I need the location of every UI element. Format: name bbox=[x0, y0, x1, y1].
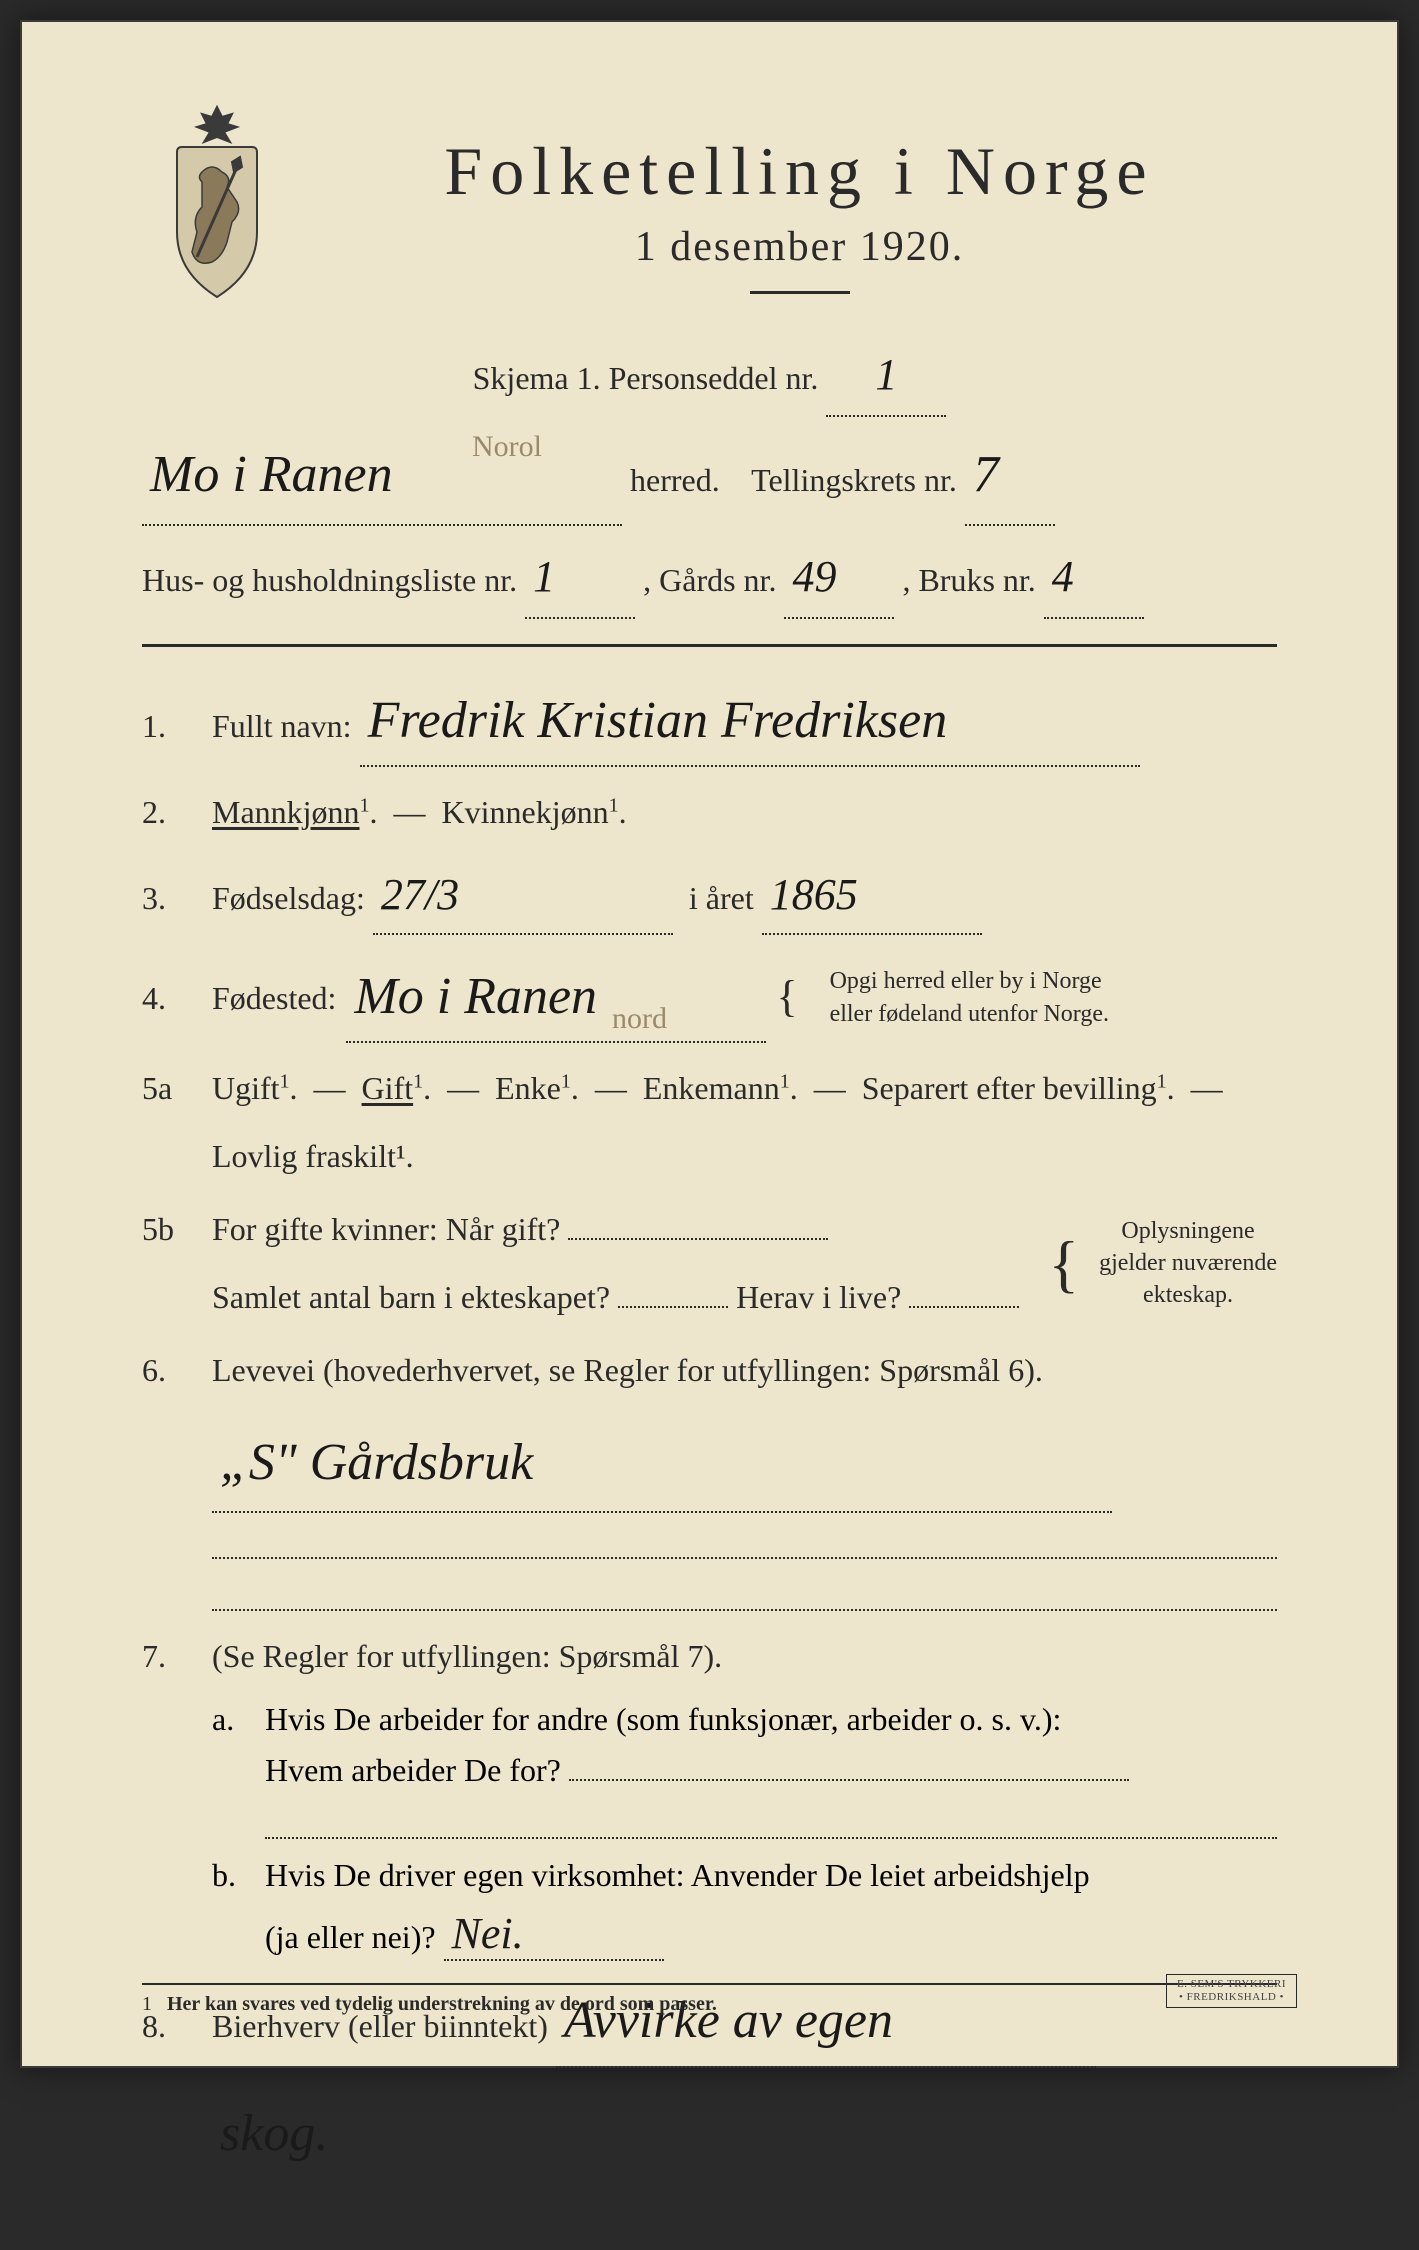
q6-blank-1 bbox=[212, 1525, 1277, 1559]
q6-value-line: „S" Gårdsbruk bbox=[212, 1415, 1277, 1513]
q5b-note: Oplysningene gjelder nuværende ekteskap. bbox=[1099, 1215, 1277, 1312]
herred-label: herred. bbox=[630, 462, 720, 498]
q7a: a. Hvis De arbeider for andre (som funks… bbox=[212, 1701, 1277, 1789]
q3-label: Fødselsdag: bbox=[212, 880, 365, 916]
q7-num: 7. bbox=[142, 1638, 192, 1675]
bruks-label: , Bruks nr. bbox=[902, 562, 1035, 598]
stamp-l2: • FREDRIKSHALD • bbox=[1179, 1991, 1284, 2003]
q4-note-l1: Opgi herred eller by i Norge bbox=[830, 968, 1102, 994]
q5b-l1: For gifte kvinner: Når gift? bbox=[212, 1211, 560, 1247]
q1-value: Fredrik Kristian Fredriksen bbox=[368, 692, 948, 749]
herred-line: Mo i Ranen Norol herred. Tellingskrets n… bbox=[142, 427, 1277, 525]
q5a-opts: Ugift1. — Gift1. — Enke1. — Enkemann1. —… bbox=[212, 1070, 1223, 1106]
gards-label: , Gårds nr. bbox=[643, 562, 776, 598]
footnote-text: Her kan svares ved tydelig understreknin… bbox=[167, 1993, 717, 2015]
census-form-page: Folketelling i Norge 1 desember 1920. Sk… bbox=[20, 20, 1399, 2068]
skjema-label: Skjema 1. Personseddel nr. bbox=[473, 360, 819, 396]
personseddel-nr: 1 bbox=[875, 350, 897, 399]
q5a-cont: Lovlig fraskilt¹. bbox=[212, 1129, 1277, 1183]
q5b-l2b: Herav i live? bbox=[736, 1279, 901, 1315]
q2-num: 2. bbox=[142, 794, 192, 831]
q1-num: 1. bbox=[142, 708, 192, 745]
pencil-note-2: nord bbox=[612, 993, 667, 1044]
q5a-num: 5a bbox=[142, 1070, 192, 1107]
subtitle: 1 desember 1920. bbox=[322, 223, 1277, 271]
q5b-num: 5b bbox=[142, 1211, 192, 1248]
q4-note-l2: eller fødeland utenfor Norge. bbox=[830, 1001, 1109, 1027]
q7b-text1: Hvis De driver egen virksomhet: Anvender… bbox=[265, 1857, 1277, 1894]
title-block: Folketelling i Norge 1 desember 1920. bbox=[322, 102, 1277, 324]
skjema-line: Skjema 1. Personseddel nr. 1 bbox=[142, 334, 1277, 417]
q4-label: Fødested: bbox=[212, 971, 336, 1025]
q3-num: 3. bbox=[142, 880, 192, 917]
q7a-text2: Hvem arbeider De for? bbox=[265, 1752, 561, 1788]
q4: 4. Fødested: Mo i Ranen { Opgi herred el… bbox=[142, 953, 1277, 1043]
q7b-letter: b. bbox=[212, 1857, 247, 1961]
q4-value: Mo i Ranen bbox=[354, 968, 597, 1025]
q8-line2: skog. bbox=[212, 2086, 1277, 2184]
footnote-marker: 1 bbox=[142, 1993, 152, 2015]
q7b-text2: (ja eller nei)? bbox=[265, 1919, 436, 1955]
q3-year-label: i året bbox=[689, 880, 754, 916]
stamp-l1: E. SEM'S TRYKKERI bbox=[1177, 1978, 1286, 1990]
q7b: b. Hvis De driver egen virksomhet: Anven… bbox=[212, 1857, 1277, 1961]
q3-year: 1865 bbox=[770, 870, 858, 919]
title-divider bbox=[750, 291, 850, 294]
herred-name: Mo i Ranen bbox=[150, 446, 393, 503]
q2-kvinne: Kvinnekjønn bbox=[442, 794, 609, 830]
hus-nr: 1 bbox=[533, 552, 555, 601]
q5a: 5a Ugift1. — Gift1. — Enke1. — Enkemann1… bbox=[142, 1061, 1277, 1184]
pencil-note-1: Norol bbox=[472, 419, 542, 475]
printer-stamp: E. SEM'S TRYKKERI • FREDRIKSHALD • bbox=[1166, 1974, 1297, 2008]
q7a-text1: Hvis De arbeider for andre (som funksjon… bbox=[265, 1701, 1277, 1738]
q6-label: Levevei (hovederhvervet, se Regler for u… bbox=[212, 1352, 1043, 1388]
q1: 1. Fullt navn: Fredrik Kristian Fredriks… bbox=[142, 677, 1277, 767]
q7: 7. (Se Regler for utfyllingen: Spørsmål … bbox=[142, 1629, 1277, 1683]
q3-day: 27/3 bbox=[381, 870, 459, 919]
q6-value: „S" Gårdsbruk bbox=[220, 1434, 533, 1491]
q7-label: (Se Regler for utfyllingen: Spørsmål 7). bbox=[212, 1638, 722, 1674]
hus-label: Hus- og husholdningsliste nr. bbox=[142, 562, 517, 598]
section-divider bbox=[142, 644, 1277, 647]
q7a-letter: a. bbox=[212, 1701, 247, 1789]
footnote: 1 Her kan svares ved tydelig understrekn… bbox=[142, 1983, 1277, 2016]
q2: 2. Mannkjønn1. — Kvinnekjønn1. bbox=[142, 785, 1277, 839]
q8-value2: skog. bbox=[220, 2105, 328, 2162]
q6-blank-2 bbox=[212, 1577, 1277, 1611]
q7b-value: Nei. bbox=[452, 1909, 524, 1958]
coat-of-arms-icon bbox=[142, 102, 292, 302]
q6-num: 6. bbox=[142, 1352, 192, 1389]
q7a-blank bbox=[265, 1805, 1277, 1839]
header: Folketelling i Norge 1 desember 1920. bbox=[142, 102, 1277, 324]
hus-line: Hus- og husholdningsliste nr. 1 , Gårds … bbox=[142, 536, 1277, 619]
bruks-nr: 4 bbox=[1052, 552, 1074, 601]
q4-note: Opgi herred eller by i Norge eller fødel… bbox=[818, 965, 1109, 1030]
q6: 6. Levevei (hovederhvervet, se Regler fo… bbox=[142, 1343, 1277, 1397]
q5b-l2a: Samlet antal barn i ekteskapet? bbox=[212, 1279, 610, 1315]
q5b-note-l1: Oplysningene bbox=[1121, 1218, 1254, 1244]
main-title: Folketelling i Norge bbox=[322, 132, 1277, 211]
gards-nr: 49 bbox=[792, 552, 836, 601]
q4-num: 4. bbox=[142, 980, 192, 1017]
q1-label: Fullt navn: bbox=[212, 708, 352, 744]
q3: 3. Fødselsdag: 27/3 i året 1865 bbox=[142, 858, 1277, 935]
tellingskrets-nr: 7 bbox=[973, 446, 999, 503]
q2-mann: Mannkjønn bbox=[212, 794, 360, 830]
tellingskrets-label: Tellingskrets nr. bbox=[751, 462, 957, 498]
q8-note: Har man ingen biinntekt av nogen betydni… bbox=[212, 2194, 1277, 2250]
q5b: 5b For gifte kvinner: Når gift? Samlet a… bbox=[142, 1202, 1277, 1325]
q5b-note-l3: ekteskap. bbox=[1143, 1282, 1233, 1308]
q5b-note-l2: gjelder nuværende bbox=[1099, 1250, 1277, 1276]
